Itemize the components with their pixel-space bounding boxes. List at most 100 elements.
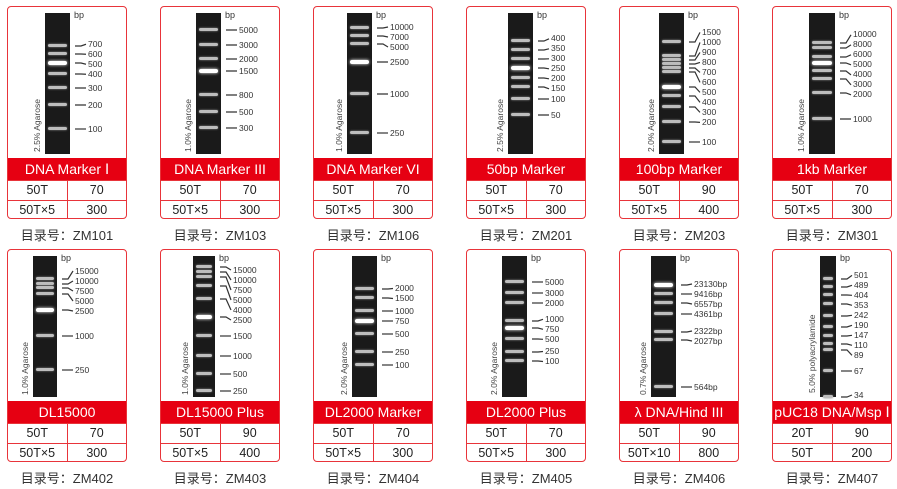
band-size-label: 750	[395, 315, 410, 326]
band-size-label: 6557bp	[694, 298, 723, 309]
product-title: 50bp Marker	[467, 158, 585, 180]
product-card[interactable]: 1.0% Agarose bp 10000 7000 5000 2500 1000 250 DN…	[313, 6, 433, 219]
gel-band	[350, 92, 369, 95]
gel-condition-label: 1.0% Agarose	[183, 99, 193, 152]
unit-label: bp	[680, 253, 691, 263]
spec-cell: 50T	[620, 424, 680, 444]
band-size-label: 300	[88, 82, 103, 93]
band-size-label: 500	[88, 58, 103, 69]
band-size-label: 10000	[75, 275, 99, 286]
price-cell: 300	[86, 446, 108, 460]
band-size-label: 10000	[853, 29, 877, 40]
band-size-label: 2000	[239, 53, 258, 64]
band-size-label: 800	[702, 56, 717, 67]
price-cell: 300	[86, 203, 108, 217]
band-tick	[841, 284, 853, 288]
gel-band	[823, 395, 833, 398]
spec-cell: 50T×5	[8, 444, 68, 461]
unit-label: bp	[74, 10, 85, 20]
catalog-number: 目录号：ZM301	[785, 228, 879, 243]
band-tick	[841, 314, 853, 317]
band-size-label: 100	[551, 93, 566, 104]
price-cell: 400	[239, 446, 261, 460]
gel-band	[48, 127, 67, 130]
band-tick	[841, 303, 853, 306]
spec-price-row: 20T 90	[773, 423, 891, 444]
gel-band	[823, 314, 833, 317]
band-size-label: 750	[545, 323, 560, 334]
band-size-label: 800	[239, 89, 254, 100]
gel-band	[196, 354, 212, 357]
gel-band	[36, 282, 54, 285]
product-card[interactable]: 1.0% Agarose bp 5000 3000 2000 1500 800 500 300 D…	[160, 6, 280, 219]
band-tick	[840, 34, 852, 44]
gel-band	[823, 342, 833, 345]
gel-band	[350, 26, 369, 29]
catalog-number: 目录号：ZM101	[20, 228, 114, 243]
spec-cell: 50T×10	[620, 444, 680, 461]
band-size-label: 300	[702, 106, 717, 117]
gel-band	[662, 140, 681, 143]
product-card[interactable]: 2.5% Agarose bp 700 600 500 400 300 200 100 DNA M…	[7, 6, 127, 219]
band-size-label: 400	[551, 33, 566, 44]
gel-band	[355, 287, 374, 290]
product-card[interactable]: 2.0% Agarose bp 5000 3000 2000 1000 750 500 250 1…	[466, 249, 586, 462]
gel-band	[505, 326, 524, 330]
band-tick	[689, 106, 701, 113]
band-size-label: 700	[702, 66, 717, 77]
band-size-label: 242	[854, 309, 869, 320]
product-card[interactable]: 1.0% Agarose bp 10000 8000 6000 5000 4000 3000 2…	[772, 6, 892, 219]
band-tick	[220, 285, 232, 301]
spec-cell: 50T×5	[467, 444, 527, 461]
spec-cell: 50T	[773, 444, 833, 461]
band-size-label: 15000	[233, 264, 257, 275]
gel-band	[823, 293, 833, 296]
band-size-label: 1500	[233, 330, 252, 341]
gel-condition-label: 1.0% Agarose	[796, 99, 806, 152]
gel-band	[355, 332, 374, 335]
gel-band	[350, 131, 369, 134]
band-size-label: 1000	[702, 36, 721, 47]
price-cell: 300	[545, 203, 567, 217]
gel-band	[505, 350, 524, 353]
band-size-label: 50	[551, 109, 561, 120]
gel-band	[48, 52, 67, 55]
spec-cell: 50T×5	[314, 444, 374, 461]
product-card[interactable]: 1.0% Agarose bp 15000 10000 7500 5000 4000 2500…	[160, 249, 280, 462]
product-title: DL2000 Marker	[314, 401, 432, 423]
gel-image	[352, 256, 377, 397]
product-card[interactable]: 2.0% Agarose bp 2000 1500 1000 750 500 250 100 DL…	[313, 249, 433, 462]
band-size-label: 5000	[233, 294, 252, 305]
spec-price-row: 50T 200	[773, 443, 891, 461]
product-card[interactable]: 1.0% Agarose bp 15000 10000 7500 5000 2500 1000…	[7, 249, 127, 462]
band-size-label: 1000	[853, 113, 872, 124]
band-size-label: 7500	[75, 285, 94, 296]
spec-cell: 20T	[773, 424, 833, 444]
unit-label: bp	[531, 253, 542, 263]
band-tick	[532, 327, 544, 330]
product-card[interactable]: 5.0% polyacrylamide bp 501 489 404 353 242 190 1…	[772, 249, 892, 462]
band-tick	[689, 42, 701, 57]
band-tick	[220, 276, 232, 291]
product-card[interactable]: 2.5% Agarose bp 400 350 300 250 200 150 100 50 50b…	[466, 6, 586, 219]
product-card[interactable]: 0.7% Agarose bp 23130bp 9416bp 6557bp 4361bp 2…	[619, 249, 739, 462]
band-size-label: 300	[239, 122, 254, 133]
band-tick	[75, 62, 87, 65]
catalog-number: 目录号：ZM407	[785, 471, 879, 486]
product-card[interactable]: 2.0% Agarose bp 1500 1000 900 800 700 600 500 400…	[619, 6, 739, 219]
spec-price-row: 50T 90	[161, 423, 279, 444]
band-tick	[689, 86, 701, 93]
band-tick	[681, 339, 693, 342]
band-size-label: 200	[702, 116, 717, 127]
gel-band	[199, 110, 218, 113]
unit-label: bp	[381, 253, 392, 263]
gel-condition-label: 2.0% Agarose	[646, 99, 656, 152]
band-size-label: 2500	[233, 314, 252, 325]
gel-band	[505, 319, 524, 322]
band-tick	[840, 62, 852, 66]
band-size-label: 2000	[853, 89, 872, 100]
spec-price-row: 50T×10 800	[620, 443, 738, 461]
band-tick	[840, 78, 852, 86]
band-size-label: 500	[239, 106, 254, 117]
band-size-label: 1000	[390, 88, 409, 99]
